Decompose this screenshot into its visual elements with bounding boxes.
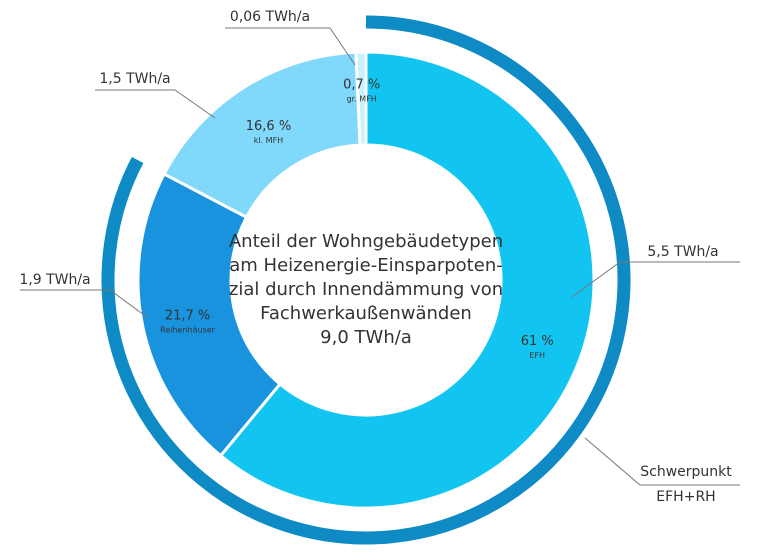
donut-slice bbox=[136, 171, 283, 458]
donut-slice bbox=[218, 50, 596, 510]
center-title: Fachwerkaußenwänden bbox=[260, 303, 472, 324]
category-label: gr. MFH bbox=[347, 95, 377, 104]
category-label: kl. MFH bbox=[254, 136, 283, 145]
value-label: 16,6 % bbox=[246, 119, 291, 134]
category-label: Reihenhäuser bbox=[160, 325, 216, 334]
leader-line bbox=[584, 437, 740, 486]
leader-line bbox=[225, 27, 356, 66]
center-title: zial durch Innendämmung von bbox=[229, 279, 503, 300]
center-title: am Heizenergie-Einsparpoten- bbox=[229, 255, 502, 276]
leader-line bbox=[20, 289, 149, 319]
energy-label: 5,5 TWh/a bbox=[647, 244, 718, 260]
energy-label: 1,5 TWh/a bbox=[99, 71, 170, 87]
center-title: Anteil der Wohngebäudetypen bbox=[229, 231, 503, 252]
highlight-arc bbox=[101, 15, 631, 545]
highlight-label: Schwerpunkt bbox=[640, 464, 732, 480]
value-label: 61 % bbox=[521, 334, 554, 349]
value-label: 21,7 % bbox=[165, 308, 210, 323]
energy-label: 1,9 TWh/a bbox=[19, 272, 90, 288]
donut-slice bbox=[354, 50, 368, 147]
leader-line bbox=[95, 89, 216, 119]
center-title: 9,0 TWh/a bbox=[320, 327, 412, 348]
highlight-label: EFH+RH bbox=[656, 489, 715, 505]
leader-line bbox=[571, 261, 740, 298]
value-label: 0,7 % bbox=[343, 78, 380, 93]
energy-label: 0,06 TWh/a bbox=[230, 9, 310, 25]
category-label: EFH bbox=[529, 351, 545, 360]
